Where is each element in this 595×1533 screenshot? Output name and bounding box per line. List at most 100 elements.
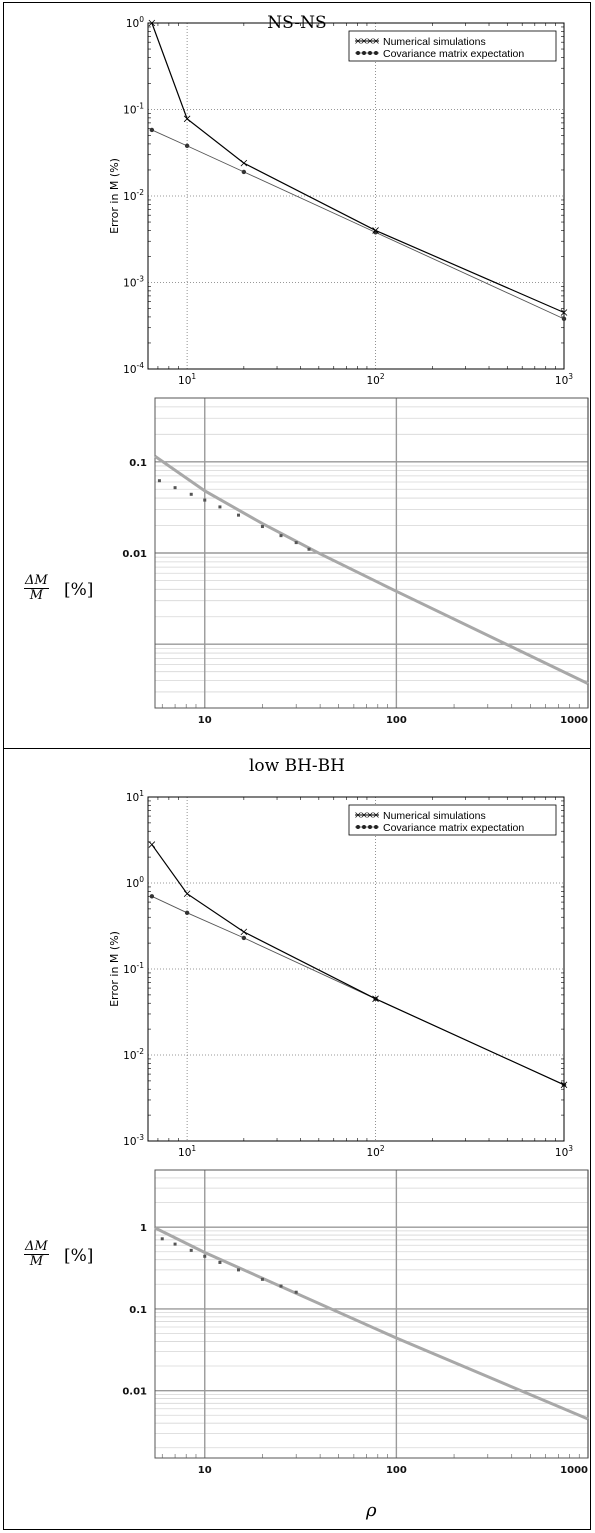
y-tick-label: 101	[126, 789, 144, 804]
dotted-series-point	[160, 1237, 164, 1241]
covariance-point	[149, 127, 155, 133]
x-tick-label: 103	[555, 1144, 573, 1159]
dotted-series-point	[173, 1242, 177, 1246]
dotted-series-point	[260, 1277, 264, 1281]
x-tick-label: 1000	[560, 715, 588, 726]
y-tick-label: 0.1	[129, 458, 147, 469]
y-tick-label: 10-3	[123, 1133, 144, 1148]
legend-marker	[367, 38, 373, 44]
y-tick-label: 0.01	[122, 1387, 147, 1398]
legend-box	[348, 804, 557, 836]
panel-ns-ns: NS-NS	[3, 2, 591, 749]
ylabel-unit: [%]	[64, 1246, 94, 1266]
plot-frame	[147, 22, 565, 370]
plot-frame	[154, 1169, 589, 1459]
legend-marker	[356, 51, 360, 55]
legend-marker	[368, 825, 372, 829]
simulation-point	[148, 841, 156, 848]
chart-top-1: 10-4 10-3 10-2 10-1 100 101 102 103 Error in M (…	[108, 15, 573, 387]
covariance-point	[241, 935, 247, 941]
dotted-series-point	[294, 1290, 298, 1294]
legend-box	[348, 30, 557, 62]
dotted-series-point	[236, 513, 240, 517]
series-line-smooth	[154, 1226, 589, 1421]
dotted-series-point	[218, 505, 222, 509]
legend-marker	[374, 825, 378, 829]
series-line-smooth	[154, 454, 589, 685]
ylabel-unit: [%]	[64, 580, 94, 600]
legend-marker	[356, 825, 360, 829]
covariance-point	[241, 169, 247, 175]
x-tick-label: 102	[366, 1144, 384, 1159]
ylabel-numerator: ΔM	[24, 1239, 49, 1255]
legend-marker	[362, 51, 366, 55]
simulation-point	[240, 159, 248, 167]
y-tick-label: 1	[140, 1223, 147, 1234]
covariance-point	[149, 894, 155, 899]
plot-frame	[147, 796, 565, 1142]
ylabel-delta-m-ns: ΔM M [%]	[24, 573, 93, 603]
y-tick-label: 0.01	[122, 549, 147, 560]
y-tick-label: 10-2	[123, 1047, 144, 1062]
dotted-series-point	[279, 1284, 283, 1288]
y-tick-label: 10-2	[123, 188, 144, 203]
series-line-covariance	[151, 129, 565, 320]
simulation-point	[240, 928, 248, 936]
chart-bottom-2: 0.01 0.1 1 10 100 1000	[122, 1169, 589, 1476]
simulation-point	[148, 19, 156, 27]
legend-marker	[374, 51, 378, 55]
y-axis-label: Error in M (%)	[108, 158, 121, 234]
legend-label-covariance: Covariance matrix expectation	[383, 48, 524, 60]
dotted-series-point	[236, 1268, 240, 1272]
x-tick-label: 102	[366, 372, 384, 387]
chart-bottom-1: 0.01 0.1 10 100 1000	[122, 397, 589, 726]
x-tick-label: 101	[178, 372, 196, 387]
simulation-point	[372, 995, 379, 1003]
legend-marker	[362, 825, 366, 829]
x-tick-label: 10	[198, 1465, 212, 1476]
dotted-series-point	[203, 1254, 207, 1258]
series-line-simulations	[151, 22, 565, 314]
dotted-series-point	[203, 498, 207, 502]
y-tick-label: 100	[126, 15, 144, 30]
legend-marker	[367, 812, 373, 818]
dotted-series-point	[294, 541, 298, 545]
y-tick-label: 10-1	[123, 102, 144, 117]
legend-marker	[361, 812, 367, 818]
x-tick-label: 1000	[560, 1465, 588, 1476]
legend-label-simulations: Numerical simulations	[383, 810, 486, 822]
panel-title: low BH-BH	[248, 756, 345, 776]
x-tick-label: 101	[178, 1144, 196, 1159]
dotted-series-point	[189, 492, 193, 496]
covariance-point	[561, 316, 567, 322]
simulation-point	[560, 1081, 568, 1089]
x-tick-label: 10	[198, 715, 212, 726]
y-tick-label: 10-1	[123, 961, 144, 976]
x-tick-label: 100	[386, 715, 407, 726]
chart-top-2: 10-3 10-2 10-1 100 101 101 102 103 Error in M (%…	[108, 789, 573, 1159]
ylabel-numerator: ΔM	[24, 573, 49, 589]
y-tick-label: 0.1	[129, 1305, 147, 1316]
y-tick-label: 10-3	[123, 275, 144, 290]
dotted-series-point	[189, 1248, 193, 1252]
legend-marker	[361, 38, 367, 44]
dotted-series-point	[260, 525, 264, 529]
dotted-series-point	[307, 547, 311, 551]
legend-label-covariance: Covariance matrix expectation	[383, 822, 524, 834]
covariance-point	[184, 143, 190, 149]
dotted-series-point	[173, 486, 177, 490]
legend-marker	[373, 812, 379, 818]
covariance-point	[184, 910, 190, 916]
simulation-point	[560, 309, 568, 316]
dotted-series-point	[157, 479, 161, 483]
x-tick-label: 100	[386, 1465, 407, 1476]
x-tick-label: 103	[555, 372, 573, 387]
ylabel-denominator: M	[29, 1254, 43, 1269]
y-tick-label: 10-4	[123, 361, 144, 376]
dotted-series-point	[279, 534, 283, 538]
legend-label-simulations: Numerical simulations	[383, 36, 486, 48]
dotted-series-point	[218, 1260, 222, 1264]
y-axis-label: Error in M (%)	[108, 931, 121, 1007]
legend-marker	[368, 51, 372, 55]
